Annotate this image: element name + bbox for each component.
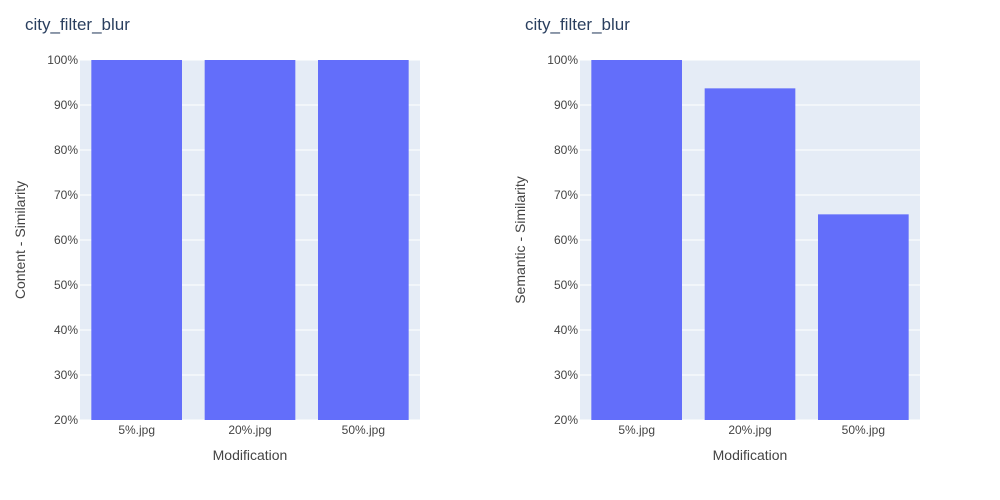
y-tick-label: 70% [554, 188, 578, 202]
y-tick-label: 100% [547, 53, 578, 67]
y-tick-labels: 20% 30% 40% 50% 60% 70% 80% 90% 100% [47, 53, 78, 427]
x-axis-label: Modification [713, 447, 788, 463]
x-axis-label: Modification [213, 447, 288, 463]
y-tick-label: 80% [554, 143, 578, 157]
y-tick-label: 50% [54, 278, 78, 292]
x-tick-label: 5%.jpg [618, 423, 655, 437]
chart-title: city_filter_blur [525, 15, 630, 34]
y-tick-labels: 20% 30% 40% 50% 60% 70% 80% 90% 100% [547, 53, 578, 427]
y-axis-label: Semantic - Similarity [512, 176, 528, 304]
bars [91, 60, 409, 420]
chart-semantic-similarity: city_filter_blur 20% 30% 40% 50% 60% 70% 80% 90… [512, 15, 920, 463]
y-tick-label: 20% [54, 413, 78, 427]
y-tick-label: 20% [554, 413, 578, 427]
chart-content-similarity: city_filter_blur 20% 30% 40% 50% 60% 70% 80% 90… [12, 15, 420, 463]
y-tick-label: 90% [54, 98, 78, 112]
chart-title: city_filter_blur [25, 15, 130, 34]
y-tick-label: 70% [54, 188, 78, 202]
bar [318, 60, 409, 420]
y-tick-label: 30% [554, 368, 578, 382]
y-tick-label: 60% [54, 233, 78, 247]
y-tick-label: 100% [47, 53, 78, 67]
x-tick-label: 5%.jpg [118, 423, 155, 437]
bar [591, 60, 682, 420]
y-axis-label: Content - Similarity [12, 181, 28, 299]
bar [204, 60, 296, 420]
y-tick-label: 30% [54, 368, 78, 382]
x-tick-label: 50%.jpg [842, 423, 885, 437]
x-tick-labels: 5%.jpg 20%.jpg 50%.jpg [618, 423, 885, 437]
bar [704, 88, 796, 420]
x-tick-label: 20%.jpg [728, 423, 771, 437]
x-tick-label: 20%.jpg [228, 423, 271, 437]
x-tick-labels: 5%.jpg 20%.jpg 50%.jpg [118, 423, 385, 437]
y-tick-label: 40% [54, 323, 78, 337]
bar [91, 60, 182, 420]
y-tick-label: 90% [554, 98, 578, 112]
bars [591, 60, 909, 420]
y-tick-label: 80% [54, 143, 78, 157]
y-tick-label: 60% [554, 233, 578, 247]
bar [818, 214, 909, 420]
y-tick-label: 40% [554, 323, 578, 337]
y-tick-label: 50% [554, 278, 578, 292]
x-tick-label: 50%.jpg [342, 423, 385, 437]
